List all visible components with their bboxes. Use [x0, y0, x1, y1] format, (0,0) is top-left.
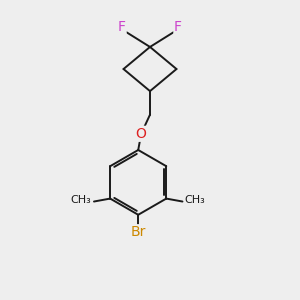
Text: F: F: [174, 20, 182, 34]
Text: CH₃: CH₃: [71, 195, 92, 205]
Text: Br: Br: [130, 225, 146, 239]
Text: CH₃: CH₃: [185, 195, 206, 205]
Text: F: F: [118, 20, 126, 34]
Text: O: O: [136, 127, 147, 141]
